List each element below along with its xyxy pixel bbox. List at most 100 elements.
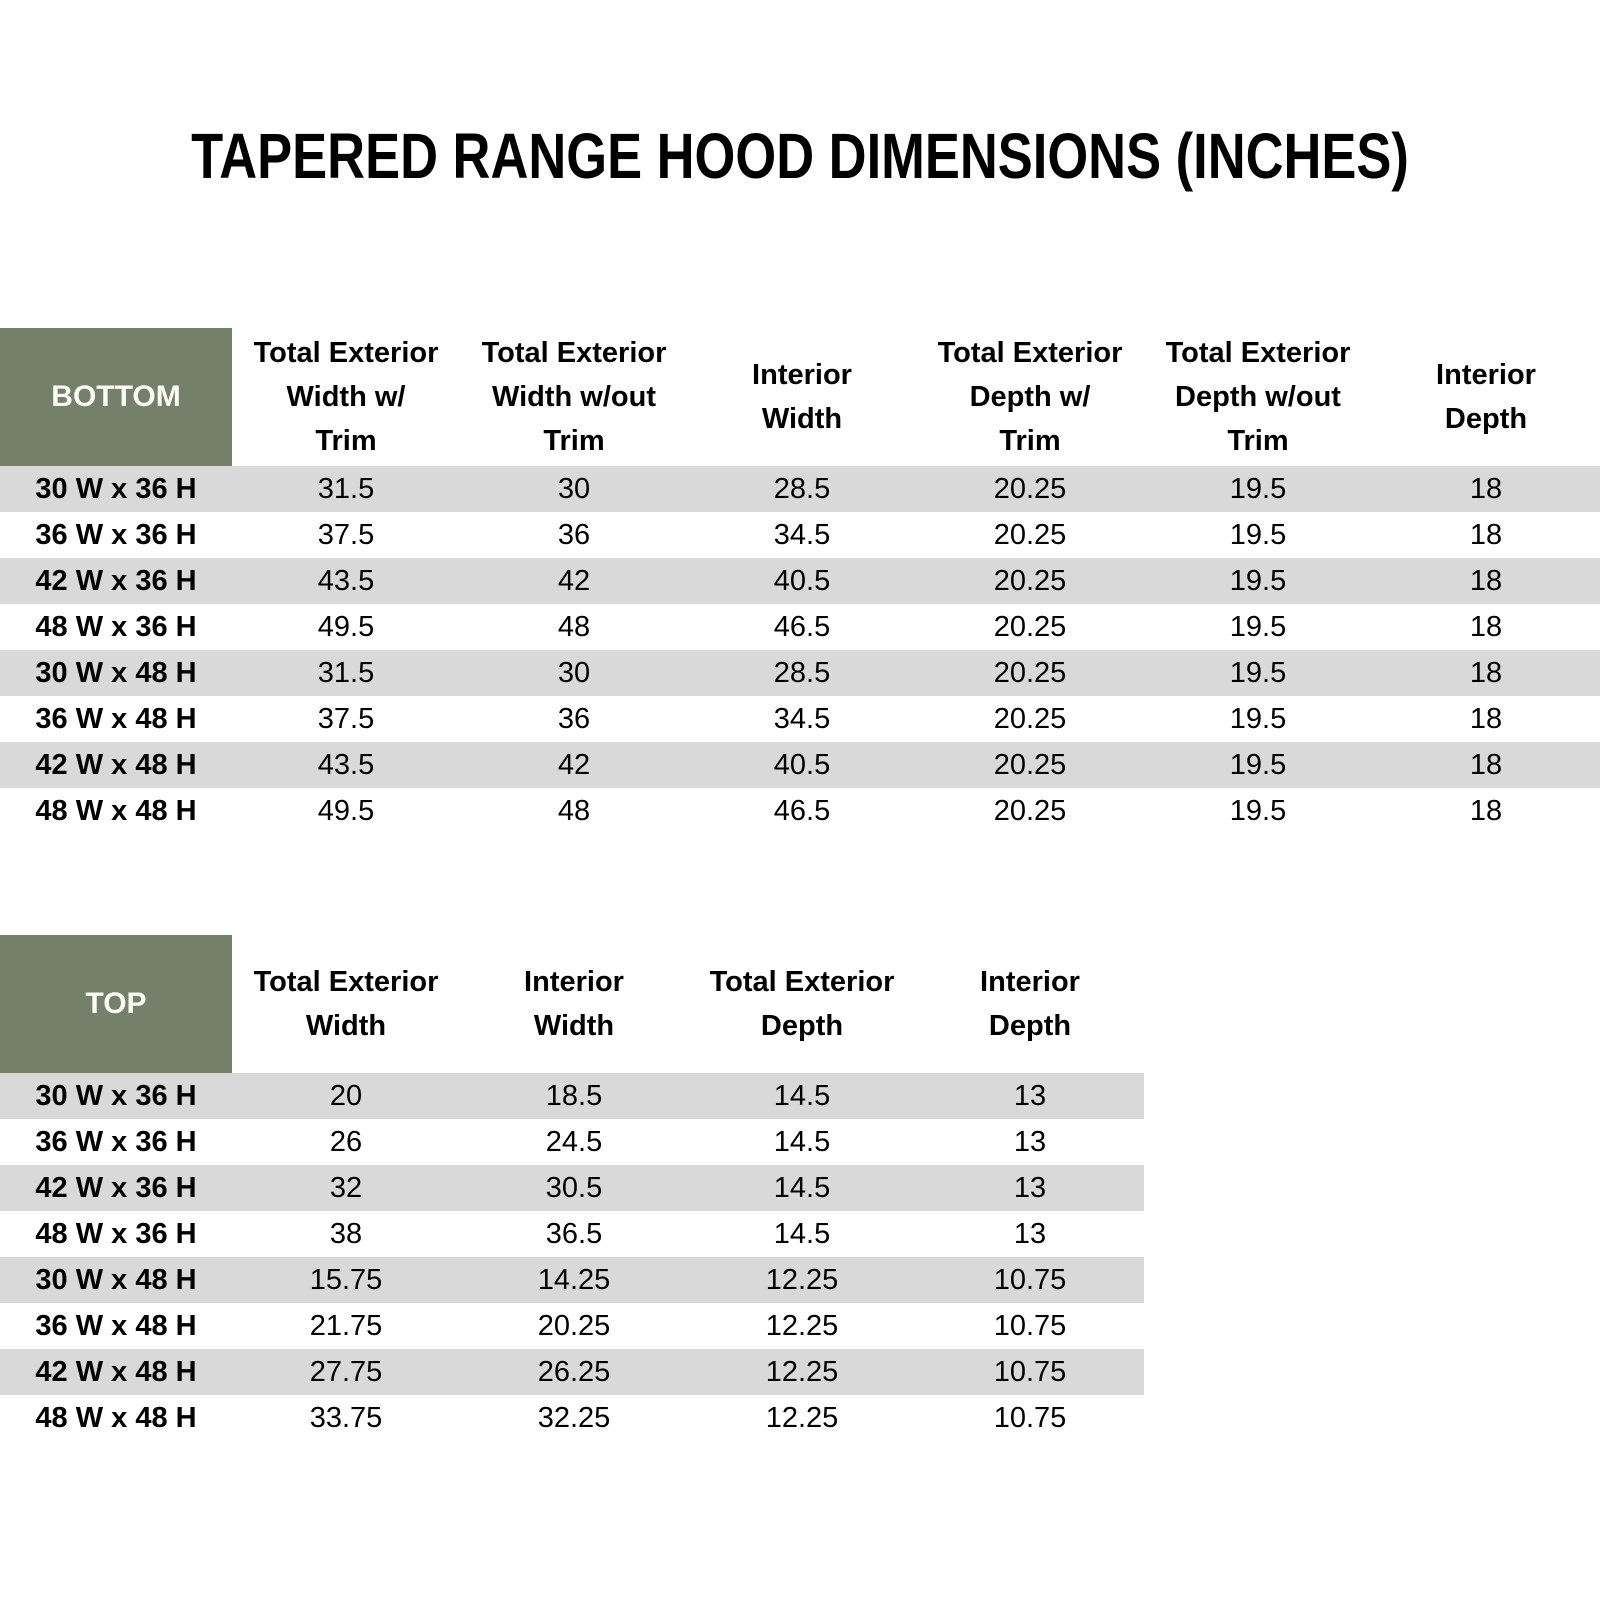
value-cell: 43.5 [317, 748, 375, 781]
row-label: 30 W x 48 H [35, 1263, 197, 1296]
bottom-dimensions-table: BOTTOM Total Exterior Width w/ Trim Tota… [0, 328, 1600, 834]
value-cell: 10.75 [993, 1309, 1067, 1342]
value-cell: 30.5 [545, 1171, 603, 1204]
table-row: 42 W x 36 H 32 30.5 14.5 13 [0, 1165, 1144, 1211]
value-cell: 36 [557, 518, 591, 551]
table-row: 36 W x 36 H 26 24.5 14.5 13 [0, 1119, 1144, 1165]
value-cell: 18 [1469, 748, 1503, 781]
table-row: 36 W x 48 H 37.5 36 34.5 20.25 19.5 18 [0, 696, 1600, 742]
value-cell: 12.25 [765, 1401, 839, 1434]
column-header-total-exterior-width: Total Exterior Width [253, 966, 439, 1042]
value-cell: 36 [557, 702, 591, 735]
value-cell: 12.25 [765, 1263, 839, 1296]
value-cell: 28.5 [773, 656, 831, 689]
value-cell: 40.5 [773, 748, 831, 781]
value-cell: 19.5 [1229, 748, 1287, 781]
table-row: 30 W x 36 H 31.5 30 28.5 20.25 19.5 18 [0, 466, 1600, 512]
value-cell: 18.5 [545, 1079, 603, 1112]
row-label: 42 W x 36 H [35, 1171, 197, 1204]
value-cell: 13 [1013, 1217, 1047, 1250]
column-header-total-exterior-depth: Total Exterior Depth [709, 966, 895, 1042]
value-cell: 14.25 [537, 1263, 611, 1296]
value-cell: 46.5 [773, 794, 831, 827]
value-cell: 18 [1469, 794, 1503, 827]
value-cell: 20.25 [537, 1309, 611, 1342]
row-label: 42 W x 48 H [35, 1355, 197, 1388]
column-header-interior-depth: Interior Depth [980, 966, 1080, 1042]
table-row: 42 W x 48 H 27.75 26.25 12.25 10.75 [0, 1349, 1144, 1395]
row-label: 36 W x 36 H [35, 1125, 197, 1158]
value-cell: 20.25 [993, 656, 1067, 689]
value-cell: 14.5 [773, 1125, 831, 1158]
value-cell: 18 [1469, 518, 1503, 551]
top-table-header-row: TOP Total Exterior Width Interior Width … [0, 935, 1144, 1073]
table-row: 30 W x 48 H 15.75 14.25 12.25 10.75 [0, 1257, 1144, 1303]
value-cell: 10.75 [993, 1401, 1067, 1434]
row-label: 42 W x 36 H [35, 564, 197, 597]
value-cell: 34.5 [773, 518, 831, 551]
value-cell: 30 [557, 656, 591, 689]
table-row: 48 W x 48 H 49.5 48 46.5 20.25 19.5 18 [0, 788, 1600, 834]
value-cell: 26 [329, 1125, 363, 1158]
value-cell: 36.5 [545, 1217, 603, 1250]
table-row: 36 W x 48 H 21.75 20.25 12.25 10.75 [0, 1303, 1144, 1349]
table-row: 48 W x 36 H 38 36.5 14.5 13 [0, 1211, 1144, 1257]
column-header-interior-width: Interior Width [524, 966, 624, 1042]
table-row: 42 W x 36 H 43.5 42 40.5 20.25 19.5 18 [0, 558, 1600, 604]
value-cell: 33.75 [309, 1401, 383, 1434]
value-cell: 49.5 [317, 794, 375, 827]
value-cell: 18 [1469, 702, 1503, 735]
value-cell: 20.25 [993, 702, 1067, 735]
row-label: 36 W x 48 H [35, 702, 197, 735]
value-cell: 18 [1469, 564, 1503, 597]
value-cell: 24.5 [545, 1125, 603, 1158]
row-label: 48 W x 36 H [35, 1217, 197, 1250]
row-label: 36 W x 48 H [35, 1309, 197, 1342]
value-cell: 42 [557, 564, 591, 597]
value-cell: 20.25 [993, 518, 1067, 551]
value-cell: 18 [1469, 610, 1503, 643]
column-header-total-exterior-depth-wout-trim: Total Exterior Depth w/out Trim [1165, 337, 1351, 457]
value-cell: 26.25 [537, 1355, 611, 1388]
value-cell: 19.5 [1229, 702, 1287, 735]
value-cell: 15.75 [309, 1263, 383, 1296]
value-cell: 32 [329, 1171, 363, 1204]
row-label: 48 W x 48 H [35, 1401, 197, 1434]
column-header-total-exterior-width-wout-trim: Total Exterior Width w/out Trim [481, 337, 667, 457]
value-cell: 19.5 [1229, 518, 1287, 551]
value-cell: 20.25 [993, 564, 1067, 597]
row-label: 30 W x 36 H [35, 472, 197, 505]
value-cell: 46.5 [773, 610, 831, 643]
value-cell: 20.25 [993, 794, 1067, 827]
top-table-corner-label: TOP [0, 935, 232, 1073]
value-cell: 13 [1013, 1171, 1047, 1204]
value-cell: 37.5 [317, 702, 375, 735]
bottom-table-corner-label: BOTTOM [0, 328, 232, 466]
value-cell: 48 [557, 610, 591, 643]
value-cell: 14.5 [773, 1171, 831, 1204]
value-cell: 13 [1013, 1079, 1047, 1112]
top-dimensions-table: TOP Total Exterior Width Interior Width … [0, 935, 1144, 1441]
column-header-total-exterior-depth-w-trim: Total Exterior Depth w/ Trim [937, 337, 1123, 457]
table-row: 30 W x 48 H 31.5 30 28.5 20.25 19.5 18 [0, 650, 1600, 696]
value-cell: 12.25 [765, 1355, 839, 1388]
column-header-interior-width: Interior Width [752, 359, 852, 435]
value-cell: 42 [557, 748, 591, 781]
value-cell: 18 [1469, 656, 1503, 689]
value-cell: 40.5 [773, 564, 831, 597]
value-cell: 34.5 [773, 702, 831, 735]
table-row: 48 W x 48 H 33.75 32.25 12.25 10.75 [0, 1395, 1144, 1441]
value-cell: 31.5 [317, 472, 375, 505]
table-row: 36 W x 36 H 37.5 36 34.5 20.25 19.5 18 [0, 512, 1600, 558]
value-cell: 20.25 [993, 748, 1067, 781]
value-cell: 31.5 [317, 656, 375, 689]
value-cell: 32.25 [537, 1401, 611, 1434]
row-label: 48 W x 48 H [35, 794, 197, 827]
value-cell: 48 [557, 794, 591, 827]
row-label: 30 W x 48 H [35, 656, 197, 689]
value-cell: 38 [329, 1217, 363, 1250]
value-cell: 12.25 [765, 1309, 839, 1342]
value-cell: 37.5 [317, 518, 375, 551]
value-cell: 14.5 [773, 1079, 831, 1112]
table-row: 48 W x 36 H 49.5 48 46.5 20.25 19.5 18 [0, 604, 1600, 650]
